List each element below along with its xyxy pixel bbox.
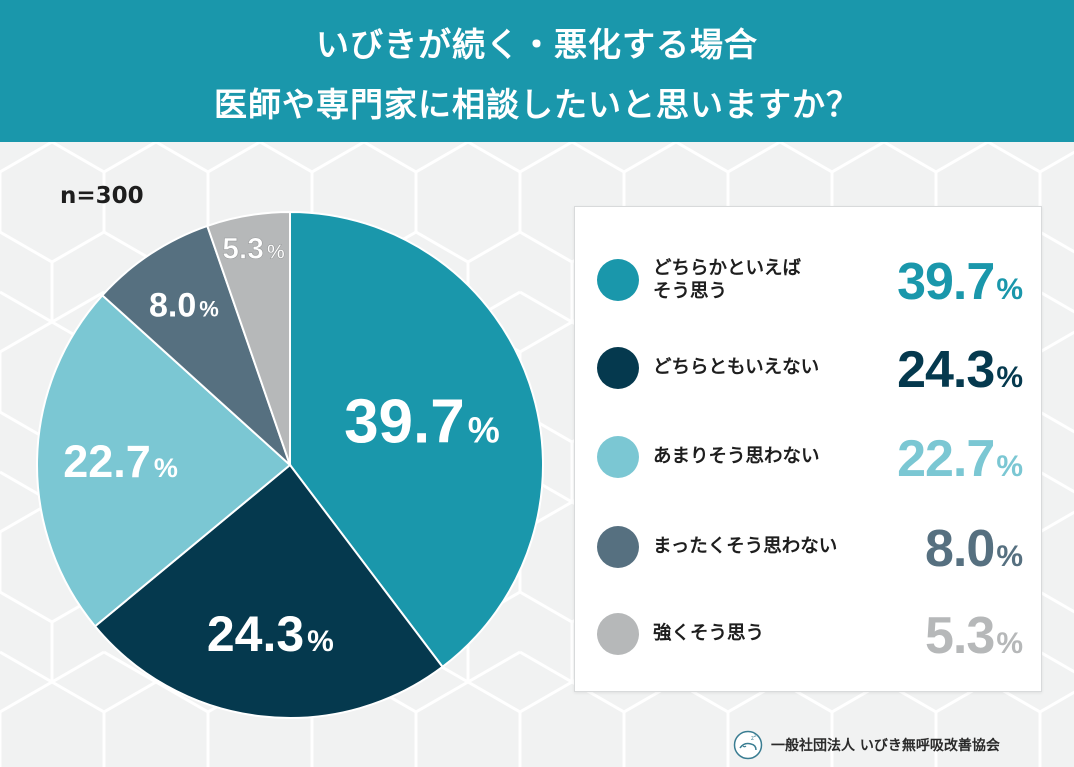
legend-value: 22.7% (897, 429, 1023, 489)
chart-title-line-2: 医師や専門家に相談したいと思いますか？ (214, 85, 860, 124)
legend-swatch (597, 613, 639, 655)
pie-slice (93, 463, 444, 719)
legend-value-unit: % (996, 273, 1023, 306)
legend-swatch (597, 526, 639, 568)
legend-label: まったくそう思わない (653, 517, 863, 577)
pie-data-label-number: 5.3 (222, 232, 264, 265)
legend-label-line: どちらかといえば (653, 257, 802, 279)
pie-data-label-number: 24.3 (207, 606, 304, 662)
legend-label: 強くそう思う (653, 604, 863, 664)
legend-panel: どちらかといえば そう思う 39.7% どちらともいえない 24.3% あまりそ… (574, 206, 1042, 692)
legend-value-number: 22.7 (897, 430, 995, 488)
legend-label: どちらかといえば そう思う (653, 250, 863, 310)
legend-value-unit: % (996, 627, 1023, 660)
legend-value-unit: % (996, 361, 1023, 394)
legend-item: 強くそう思う 5.3% (575, 604, 1041, 666)
pie-data-label: 39.7% (344, 387, 500, 456)
pie-data-label-unit: % (154, 453, 178, 483)
legend-value-number: 5.3 (925, 607, 995, 665)
legend-label-line: まったくそう思わない (653, 536, 838, 558)
pie-data-label-number: 22.7 (63, 436, 151, 487)
legend-swatch (597, 347, 639, 389)
legend-value-unit: % (996, 450, 1023, 483)
legend-swatch (597, 259, 639, 301)
legend-label-line: あまりそう思わない (653, 446, 820, 468)
legend-label: どちらともいえない (653, 338, 863, 398)
sleeping-face-logo-icon: z z (733, 730, 763, 760)
pie-slice (289, 210, 544, 669)
legend-item: あまりそう思わない 22.7% (575, 427, 1041, 489)
legend-item: まったくそう思わない 8.0% (575, 517, 1041, 579)
pie-data-label-number: 39.7 (344, 387, 465, 456)
pie-data-label-unit: % (199, 297, 219, 322)
legend-value-unit: % (996, 540, 1023, 573)
legend-label: あまりそう思わない (653, 427, 863, 487)
pie-data-label: 24.3% (207, 606, 334, 662)
pie-data-label: 22.7% (63, 436, 178, 487)
pie-data-label: 5.3% (222, 232, 285, 265)
legend-value: 24.3% (897, 340, 1023, 400)
legend-value-number: 24.3 (897, 341, 995, 399)
legend-item: どちらかといえば そう思う 39.7% (575, 250, 1041, 312)
legend-item: どちらともいえない 24.3% (575, 338, 1041, 400)
chart-title-line-1: いびきが続く・悪化する場合 (316, 25, 758, 64)
legend-label-line: 強くそう思う (653, 623, 765, 645)
pie-slice (206, 210, 291, 466)
pie-chart: 39.7%24.3 %22.7 %8.0 %5.3% (36, 210, 544, 719)
pie-data-label-unit: % (307, 625, 334, 658)
pie-slice (36, 293, 292, 628)
pie-data-label: 8.0% (149, 287, 219, 325)
legend-value-number: 39.7 (897, 253, 995, 311)
sample-size-label: n=300 (60, 183, 144, 209)
pie-slice (100, 224, 291, 466)
title-banner: いびきが続く・悪化する場合 医師や専門家に相談したいと思いますか？ (0, 0, 1074, 142)
legend-value: 8.0% (925, 519, 1023, 579)
legend-value: 39.7% (897, 252, 1023, 312)
svg-text:z: z (751, 736, 754, 742)
organization-name: 一般社団法人 いびき無呼吸改善協会 (771, 738, 1000, 754)
svg-text:z: z (754, 733, 757, 739)
legend-value: 5.3% (925, 606, 1023, 666)
legend-label-line: そう思う (653, 281, 728, 302)
pie-data-label-number: 8.0 (149, 287, 196, 325)
footer-credit: z z 一般社団法人 いびき無呼吸改善協会 (733, 728, 1000, 762)
pie-data-label-unit: % (267, 241, 285, 263)
legend-value-number: 8.0 (925, 520, 995, 578)
legend-swatch (597, 436, 639, 478)
pie-data-label-unit: % (468, 409, 500, 450)
legend-label-line: どちらともいえない (653, 357, 820, 379)
